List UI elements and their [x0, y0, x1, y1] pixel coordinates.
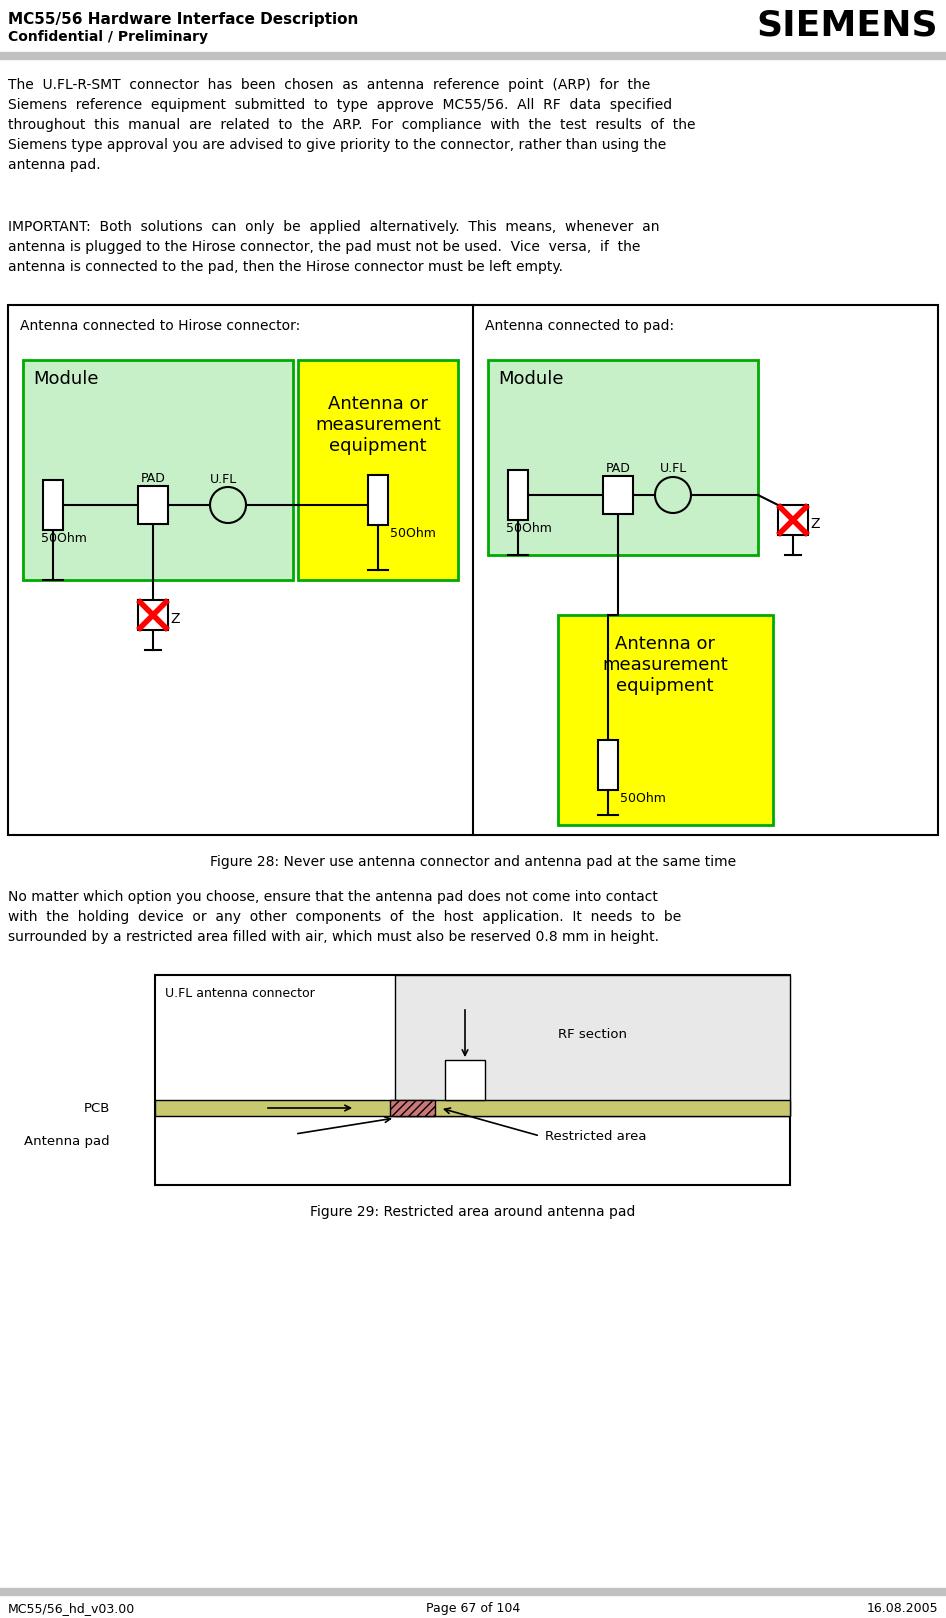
Bar [603, 476, 633, 515]
Bar [390, 1100, 435, 1116]
Text: Figure 29: Restricted area around antenna pad: Figure 29: Restricted area around antenn… [310, 1205, 636, 1218]
Text: PAD: PAD [605, 463, 630, 476]
Bar [488, 359, 758, 555]
Bar [8, 306, 938, 835]
Text: SIEMENS: SIEMENS [757, 8, 938, 42]
Text: Page 67 of 104: Page 67 of 104 [426, 1602, 520, 1615]
Text: Z: Z [170, 612, 180, 626]
Text: MC55/56 Hardware Interface Description: MC55/56 Hardware Interface Description [8, 11, 359, 28]
Text: MC55/56_hd_v03.00: MC55/56_hd_v03.00 [8, 1602, 135, 1615]
Bar [0, 52, 946, 58]
Text: Antenna or
measurement
equipment: Antenna or measurement equipment [315, 395, 441, 455]
Text: antenna is plugged to the Hirose connector, the pad must not be used.  Vice  ver: antenna is plugged to the Hirose connect… [8, 239, 640, 254]
Text: Module: Module [498, 371, 564, 388]
Bar [138, 600, 168, 629]
Text: No matter which option you choose, ensure that the antenna pad does not come int: No matter which option you choose, ensur… [8, 890, 657, 904]
Bar [395, 976, 790, 1116]
Text: Antenna or
measurement
equipment: Antenna or measurement equipment [602, 634, 727, 694]
Text: Antenna connected to Hirose connector:: Antenna connected to Hirose connector: [20, 319, 300, 333]
Text: throughout  this  manual  are  related  to  the  ARP.  For  compliance  with  th: throughout this manual are related to th… [8, 118, 695, 133]
Bar [138, 485, 168, 524]
Text: U.FL antenna connector: U.FL antenna connector [165, 987, 315, 1000]
Bar [598, 739, 618, 790]
Bar [23, 359, 293, 579]
Text: 50Ohm: 50Ohm [390, 527, 436, 540]
Text: Confidential / Preliminary: Confidential / Preliminary [8, 31, 208, 44]
Text: Siemens  reference  equipment  submitted  to  type  approve  MC55/56.  All  RF  : Siemens reference equipment submitted to… [8, 99, 672, 112]
Text: surrounded by a restricted area filled with air, which must also be reserved 0.8: surrounded by a restricted area filled w… [8, 930, 659, 943]
Text: Restricted area: Restricted area [545, 1129, 646, 1142]
Text: 16.08.2005: 16.08.2005 [867, 1602, 938, 1615]
Bar [298, 359, 458, 579]
Text: The  U.FL-R-SMT  connector  has  been  chosen  as  antenna  reference  point  (A: The U.FL-R-SMT connector has been chosen… [8, 78, 650, 92]
Bar [43, 481, 63, 531]
Text: antenna is connected to the pad, then the Hirose connector must be left empty.: antenna is connected to the pad, then th… [8, 260, 563, 273]
Text: IMPORTANT:  Both  solutions  can  only  be  applied  alternatively.  This  means: IMPORTANT: Both solutions can only be ap… [8, 220, 659, 235]
Text: PAD: PAD [141, 472, 166, 485]
Text: Antenna connected to pad:: Antenna connected to pad: [485, 319, 674, 333]
Bar [155, 1100, 790, 1116]
Text: with  the  holding  device  or  any  other  components  of  the  host  applicati: with the holding device or any other com… [8, 909, 681, 924]
Text: 50Ohm: 50Ohm [506, 523, 552, 536]
Text: antenna pad.: antenna pad. [8, 159, 100, 172]
Text: 50Ohm: 50Ohm [620, 791, 666, 806]
Text: Siemens type approval you are advised to give priority to the connector, rather : Siemens type approval you are advised to… [8, 138, 666, 152]
Text: U.FL: U.FL [659, 463, 687, 476]
Bar [778, 505, 808, 536]
Bar [445, 1060, 485, 1100]
Text: Figure 28: Never use antenna connector and antenna pad at the same time: Figure 28: Never use antenna connector a… [210, 854, 736, 869]
Bar [0, 1587, 946, 1595]
Bar [368, 476, 388, 524]
Text: Z: Z [810, 518, 819, 531]
Text: PCB: PCB [83, 1102, 110, 1115]
Bar [558, 615, 773, 825]
Bar [508, 469, 528, 519]
Text: Antenna pad: Antenna pad [25, 1134, 110, 1147]
Text: Module: Module [33, 371, 98, 388]
Text: 50Ohm: 50Ohm [41, 532, 87, 545]
Bar [155, 976, 790, 1184]
Text: RF section: RF section [557, 1029, 626, 1042]
Text: U.FL: U.FL [209, 472, 236, 485]
